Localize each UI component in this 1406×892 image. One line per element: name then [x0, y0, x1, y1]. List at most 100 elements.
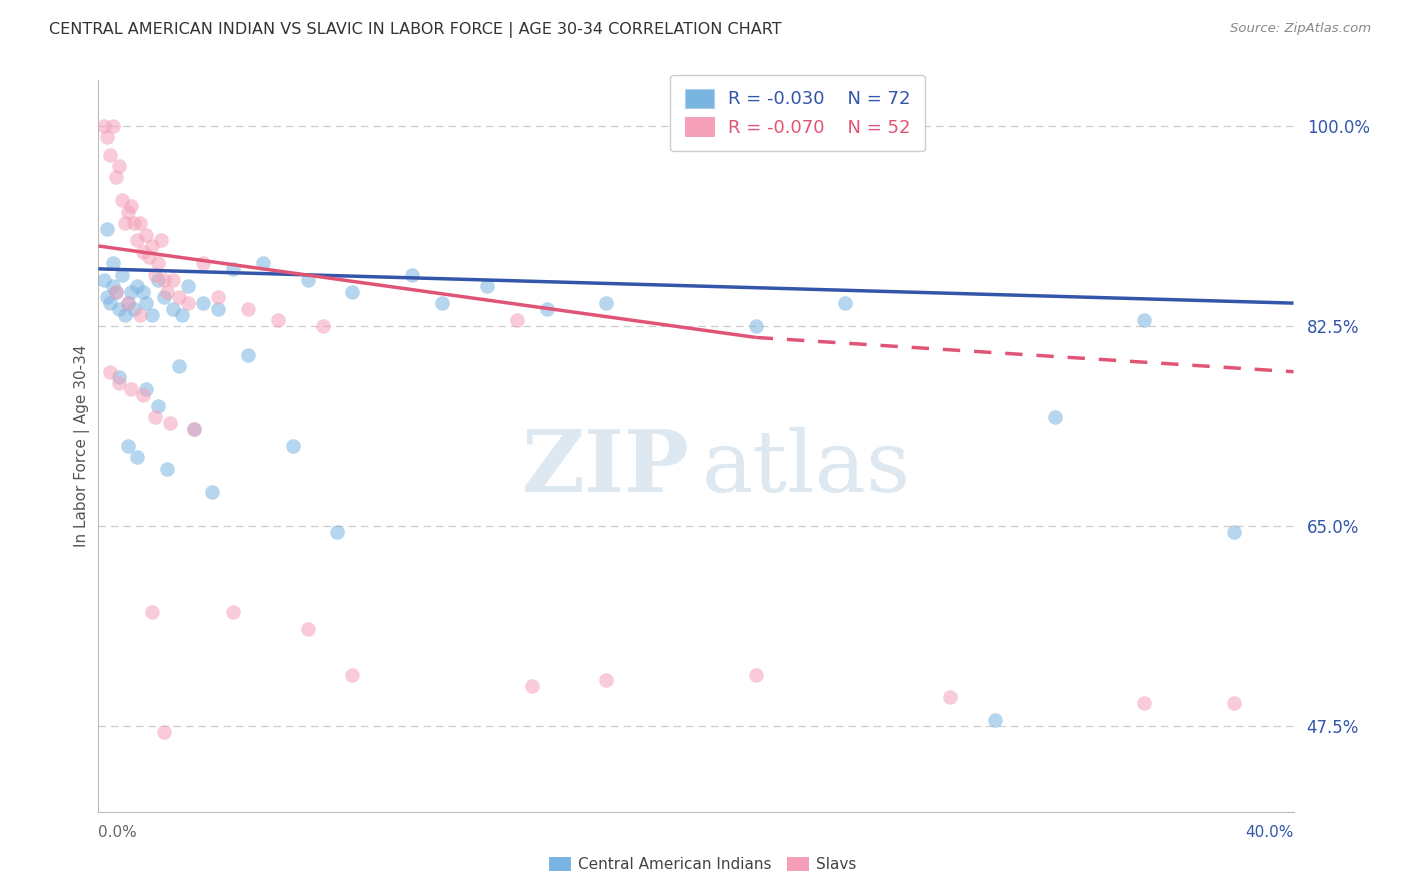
Point: [536, 301, 558, 316]
Point: [984, 714, 1007, 728]
Point: [1133, 696, 1156, 710]
Point: [267, 313, 290, 327]
Point: [103, 256, 125, 270]
Point: [120, 285, 142, 299]
Point: [297, 622, 319, 636]
Point: [98, 365, 122, 379]
Point: [98, 147, 122, 161]
Point: [143, 410, 166, 425]
Point: [745, 318, 768, 333]
Point: [207, 301, 229, 316]
Point: [148, 256, 170, 270]
Point: [150, 233, 173, 247]
Point: [1223, 524, 1246, 539]
Point: [153, 290, 176, 304]
Point: [96, 222, 118, 236]
Point: [153, 724, 176, 739]
Legend: R = -0.030    N = 72, R = -0.070    N = 52: R = -0.030 N = 72, R = -0.070 N = 52: [671, 75, 925, 152]
Point: [141, 308, 163, 322]
Point: [311, 318, 333, 333]
Point: [172, 308, 194, 322]
Point: [96, 130, 118, 145]
Point: [167, 359, 190, 373]
Point: [191, 296, 214, 310]
Point: [1133, 313, 1156, 327]
Point: [120, 199, 142, 213]
Point: [117, 439, 139, 453]
Point: [105, 285, 128, 299]
Point: [120, 382, 142, 396]
Point: [105, 170, 128, 185]
Point: [595, 673, 617, 688]
Point: [148, 273, 170, 287]
Point: [103, 279, 125, 293]
Point: [177, 279, 200, 293]
Point: [124, 216, 146, 230]
Point: [114, 216, 136, 230]
Point: [281, 439, 304, 453]
Point: [96, 290, 118, 304]
Point: [108, 159, 131, 173]
Point: [506, 313, 529, 327]
Text: ZIP: ZIP: [522, 426, 690, 510]
Point: [475, 279, 498, 293]
Point: [167, 290, 190, 304]
Point: [236, 301, 259, 316]
Y-axis label: In Labor Force | Age 30-34: In Labor Force | Age 30-34: [75, 344, 90, 548]
Point: [252, 256, 274, 270]
Point: [108, 301, 131, 316]
Point: [141, 605, 163, 619]
Point: [595, 296, 617, 310]
Point: [201, 484, 224, 499]
Point: [138, 251, 160, 265]
Point: [132, 285, 155, 299]
Point: [114, 308, 136, 322]
Point: [1043, 410, 1066, 425]
Point: [222, 605, 245, 619]
Text: 40.0%: 40.0%: [1246, 825, 1294, 840]
Point: [129, 308, 152, 322]
Text: Source: ZipAtlas.com: Source: ZipAtlas.com: [1230, 22, 1371, 36]
Point: [207, 290, 229, 304]
Point: [127, 450, 149, 465]
Point: [156, 462, 179, 476]
Point: [143, 268, 166, 282]
Point: [183, 422, 205, 436]
Point: [111, 194, 134, 208]
Point: [124, 301, 146, 316]
Point: [105, 285, 128, 299]
Point: [117, 296, 139, 310]
Point: [939, 690, 962, 705]
Point: [191, 256, 214, 270]
Point: [129, 216, 152, 230]
Point: [156, 285, 179, 299]
Point: [236, 347, 259, 362]
Point: [93, 273, 115, 287]
Point: [117, 296, 139, 310]
Point: [401, 268, 423, 282]
Point: [183, 422, 205, 436]
Text: CENTRAL AMERICAN INDIAN VS SLAVIC IN LABOR FORCE | AGE 30-34 CORRELATION CHART: CENTRAL AMERICAN INDIAN VS SLAVIC IN LAB…: [49, 22, 782, 38]
Text: 0.0%: 0.0%: [98, 825, 138, 840]
Point: [745, 667, 768, 681]
Point: [520, 679, 543, 693]
Point: [135, 296, 157, 310]
Point: [153, 273, 176, 287]
Point: [132, 387, 155, 401]
Point: [141, 239, 163, 253]
Text: atlas: atlas: [702, 426, 911, 509]
Point: [342, 285, 364, 299]
Point: [135, 382, 157, 396]
Point: [1223, 696, 1246, 710]
Point: [103, 119, 125, 133]
Point: [108, 370, 131, 384]
Point: [148, 399, 170, 413]
Point: [222, 261, 245, 276]
Point: [135, 227, 157, 242]
Point: [127, 279, 149, 293]
Point: [98, 296, 122, 310]
Point: [342, 667, 364, 681]
Point: [132, 244, 155, 259]
Point: [127, 233, 149, 247]
Point: [117, 204, 139, 219]
